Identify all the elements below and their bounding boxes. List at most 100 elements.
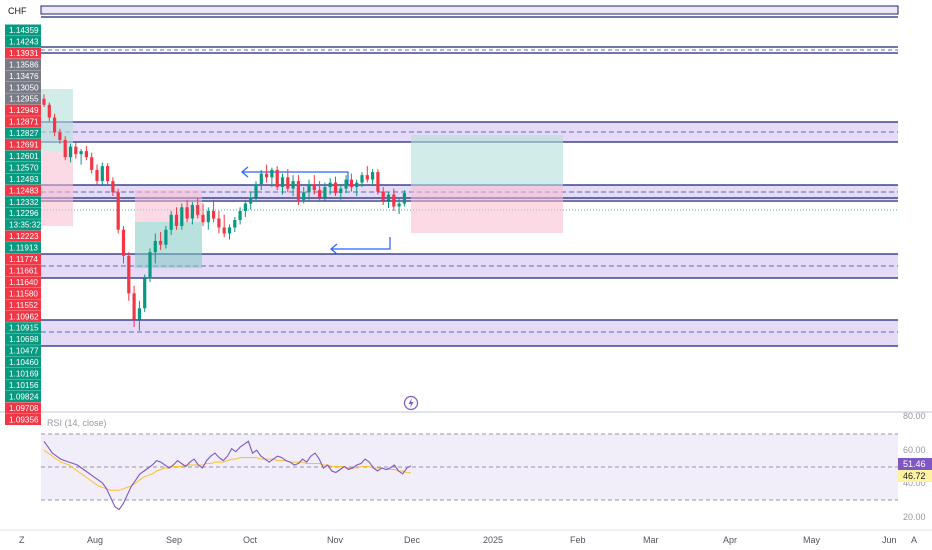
price-label: 1.12691 [9,141,39,150]
candle-body [371,172,375,180]
price-badge [5,93,41,105]
price-label: 1.12949 [9,106,39,115]
candle-body [360,175,364,183]
position-tools[interactable] [41,89,563,268]
price-badge [5,276,41,288]
candle-body [53,117,57,133]
candle-body [84,151,88,158]
price-badge [5,368,41,380]
long-position-stop-right [411,186,563,233]
price-badge [5,116,41,128]
price-label: 1.10698 [9,335,39,344]
price-badge [5,207,41,219]
date-label: Mar [643,535,659,545]
price-label: 1.10915 [9,324,39,333]
candle-body [312,184,316,191]
price-badge [5,379,41,391]
candle-body [381,191,385,201]
date-label: Sep [166,535,182,545]
zone-box [41,320,898,346]
price-label: 1.11913 [9,244,38,253]
price-label: 1.10156 [9,381,39,390]
candle-body [74,146,78,155]
price-badge [5,390,41,403]
candle-body [254,184,258,198]
price-badge [5,127,41,139]
price-label: 1.12332 [9,198,39,207]
candle-body [100,166,104,182]
price-badge [5,230,41,242]
rsi-ma-badge [898,470,932,482]
candle-body [280,177,285,188]
date-label: Apr [723,535,737,545]
price-badge [5,173,41,185]
candle-body [212,211,216,219]
candle-body [296,181,300,200]
rsi-pane[interactable]: RSI (14, close) [41,418,898,511]
candle-body [95,169,99,182]
price-label: 1.12493 [9,175,39,184]
price-label: 1.10460 [9,358,39,367]
long-position-target-right [411,135,563,186]
price-label: 1.12296 [9,209,39,218]
flash-icon[interactable] [403,395,419,411]
candle-body [217,218,221,228]
candle-body [143,278,147,309]
time-axis[interactable]: Z Aug Sep Oct Nov Dec 2025 Feb Mar Apr M… [0,529,932,545]
rsi-level-60: 60.00 [903,445,926,455]
candle-body [190,205,194,219]
price-badge [5,58,41,71]
candle-body [355,182,359,188]
price-label: 1.12827 [9,129,39,138]
candle-body [243,203,247,212]
candle-body [47,104,51,118]
price-badge [5,81,41,93]
rsi-ma-value: 46.72 [903,471,926,481]
price-badge [5,70,41,82]
candle-body [323,187,327,198]
zoom-left-button: Z [19,535,25,545]
price-label: 1.12223 [9,232,39,241]
header-legend [40,5,899,15]
candle-body [339,188,343,194]
price-label: 1.14359 [9,26,39,35]
price-label: 1.11640 [9,278,38,287]
price-label: 1.12483 [9,186,39,195]
candle-body [270,169,274,178]
rsi-ma-line [43,449,412,491]
candle-body [196,205,200,215]
rsi-value-badge [898,458,932,470]
price-badge [5,402,41,414]
candle-body [58,132,62,140]
price-badge [5,264,41,277]
price-label: 1.10169 [9,370,39,379]
candle-body [286,177,290,189]
date-label: May [803,535,821,545]
arrow-left-bottom [331,237,391,250]
price-badge [5,322,41,334]
price-label: 1.11580 [9,289,38,298]
price-label: 1.09708 [9,404,39,413]
candle-body [201,214,205,223]
candle-body [116,192,120,230]
price-badge [5,139,41,151]
price-label: 1.10962 [9,312,39,321]
candle-body [307,184,311,193]
price-axis[interactable]: CHF 1.14359 1.14243 1.13931 1.13586 1.13476 1… [5,6,41,425]
price-label: 1.11552 [9,301,38,310]
rsi-axis[interactable]: 80.00 60.00 40.00 20.00 51.46 46.72 [898,411,932,522]
candle-body [169,214,173,230]
candle-body [164,229,168,245]
date-label: Dec [404,535,421,545]
candle-body [132,293,136,320]
price-label: 1.09356 [9,415,39,424]
candle-body [376,172,380,192]
date-label: Nov [327,535,344,545]
price-badge [5,47,41,59]
candle-body [63,139,67,158]
long-position-stop [41,151,73,226]
price-label: 1.12601 [9,152,39,161]
candle-body [148,252,152,279]
price-badge [5,184,41,196]
